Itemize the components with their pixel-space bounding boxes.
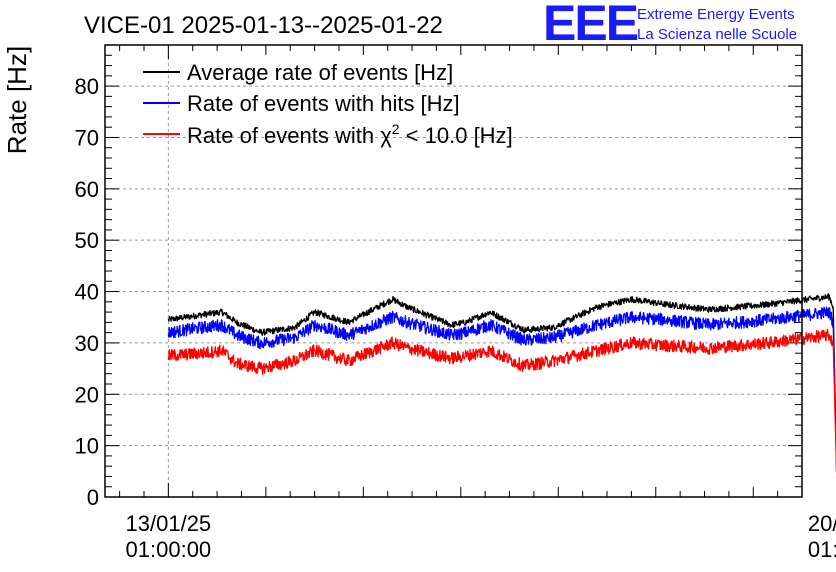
- y-tick-label: 20: [75, 382, 99, 407]
- legend-chi2-main: Rate of events with χ: [187, 123, 392, 148]
- series-hits: [167, 306, 836, 473]
- eee-logo: EEE Extreme Energy Events La Scienza nel…: [543, 0, 797, 51]
- legend: Average rate of events [Hz] Rate of even…: [143, 60, 513, 148]
- legend-label-hits: Rate of events with hits [Hz]: [187, 91, 460, 116]
- legend-label-chi2: Rate of events with χ2 < 10.0 [Hz]: [187, 121, 513, 148]
- x-tick-label-time: 01:00:00: [126, 537, 212, 562]
- legend-item-hits: Rate of events with hits [Hz]: [143, 91, 460, 116]
- y-tick-label: 60: [75, 177, 99, 202]
- eee-logo-mark: EEE: [543, 0, 638, 51]
- legend-chi2-tail: < 10.0 [Hz]: [400, 123, 513, 148]
- legend-item-average: Average rate of events [Hz]: [143, 60, 453, 85]
- y-tick-label: 30: [75, 331, 99, 356]
- series-average: [167, 293, 836, 471]
- eee-logo-line1: Extreme Energy Events: [637, 6, 795, 23]
- plot-frame: [104, 44, 803, 498]
- series-group: [167, 293, 836, 475]
- y-tick-label: 0: [87, 485, 99, 510]
- legend-chi2-superscript: 2: [392, 121, 400, 137]
- y-tick-label: 50: [75, 228, 99, 253]
- legend-item-chi2: Rate of events with χ2 < 10.0 [Hz]: [143, 121, 513, 148]
- x-tick-label-date: 13/01/25: [126, 511, 212, 536]
- x-tick-label-time: 01:00:00: [808, 537, 836, 562]
- y-tick-label: 40: [75, 280, 99, 305]
- y-axis: 0 10 20 30 40 50 60 70 80: [75, 44, 802, 510]
- y-axis-label: Rate [Hz]: [2, 46, 32, 154]
- y-tick-label: 70: [75, 125, 99, 150]
- series-chi2: [167, 328, 836, 475]
- grid: [105, 45, 802, 497]
- x-tick-label-date: 20/01/25: [808, 511, 836, 536]
- chart-title: VICE-01 2025-01-13--2025-01-22: [84, 12, 443, 39]
- eee-logo-line2: La Scienza nelle Scuole: [637, 26, 797, 43]
- legend-label-average: Average rate of events [Hz]: [187, 60, 453, 85]
- y-tick-label: 10: [75, 434, 99, 459]
- y-tick-label: 80: [75, 74, 99, 99]
